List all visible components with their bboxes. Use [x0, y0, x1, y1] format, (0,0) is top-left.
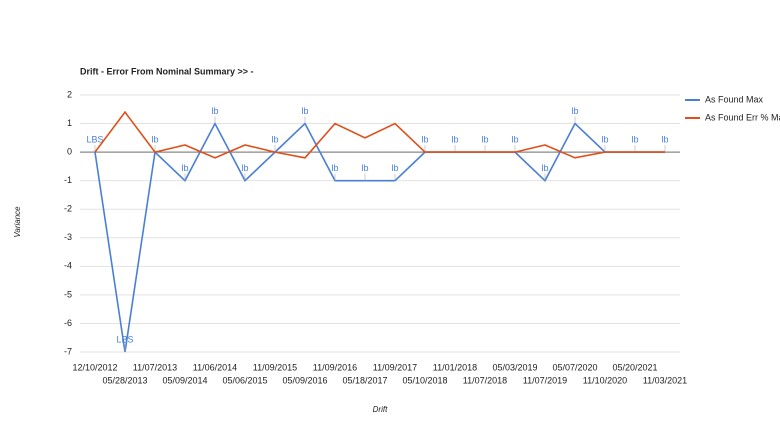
- y-tick-label: -4: [64, 261, 72, 271]
- x-tick-label: 11/09/2015: [253, 362, 297, 372]
- point-label: lb: [331, 163, 338, 173]
- x-tick-label: 11/09/2017: [373, 362, 417, 372]
- x-tick-label: 11/10/2020: [583, 375, 627, 385]
- x-tick-label: 05/28/2013: [102, 375, 147, 385]
- y-tick-label: 0: [67, 146, 72, 156]
- line-series: [94, 110, 665, 159]
- y-tick-label: -1: [64, 175, 72, 185]
- x-tick-label: 11/03/2021: [643, 375, 687, 385]
- y-tick-label: 1: [67, 118, 72, 128]
- x-tick-label: 11/07/2013: [133, 362, 177, 372]
- x-tick-label: 05/07/2020: [552, 362, 597, 372]
- y-tick-label: -6: [64, 318, 72, 328]
- point-label: lb: [601, 134, 608, 144]
- y-tick-label: -5: [64, 289, 72, 299]
- point-label: lb: [451, 134, 458, 144]
- y-axis-label: Variance: [13, 206, 22, 238]
- x-tick-label: 05/09/2014: [162, 375, 207, 385]
- point-label: lb: [511, 134, 518, 144]
- x-tick-label: 11/07/2019: [523, 375, 567, 385]
- x-axis-label: Drift: [373, 405, 388, 414]
- point-label: LBS: [116, 334, 133, 344]
- point-label: lb: [571, 106, 578, 116]
- point-label: lb: [421, 134, 428, 144]
- y-tick-label: -2: [64, 204, 72, 214]
- x-tick-label: 12/10/2012: [72, 362, 117, 372]
- chart-title: Drift - Error From Nominal Summary >> -: [80, 66, 254, 76]
- x-tick-label: 05/10/2018: [402, 375, 447, 385]
- x-tick-label: 11/06/2014: [193, 362, 237, 372]
- point-label: lb: [481, 134, 488, 144]
- point-label: lb: [271, 134, 278, 144]
- y-tick-label: -3: [64, 232, 72, 242]
- x-tick-label: 05/06/2015: [222, 375, 267, 385]
- point-label: lb: [301, 106, 308, 116]
- point-label: lb: [241, 163, 248, 173]
- x-tick-label: 05/18/2017: [342, 375, 387, 385]
- x-tick-label: 11/09/2016: [313, 362, 357, 372]
- x-tick-label: 05/03/2019: [492, 362, 537, 372]
- point-label: lb: [151, 134, 158, 144]
- point-label: lb: [631, 134, 638, 144]
- x-tick-label: 11/01/2018: [433, 362, 477, 372]
- point-label: lb: [211, 106, 218, 116]
- y-tick-label: -7: [64, 346, 72, 356]
- legend-label: As Found Err % Max: [705, 112, 780, 122]
- y-tick-label: 2: [67, 89, 72, 99]
- point-label: LBS: [86, 134, 103, 144]
- point-label: lb: [661, 134, 668, 144]
- x-tick-label: 05/20/2021: [612, 362, 657, 372]
- point-label: lb: [361, 163, 368, 173]
- line-series: [94, 121, 665, 353]
- x-tick-label: 05/09/2016: [282, 375, 327, 385]
- point-label: lb: [391, 163, 398, 173]
- legend-label: As Found Max: [705, 94, 764, 104]
- point-label: lb: [181, 163, 188, 173]
- x-tick-label: 11/07/2018: [463, 375, 507, 385]
- point-label: lb: [541, 163, 548, 173]
